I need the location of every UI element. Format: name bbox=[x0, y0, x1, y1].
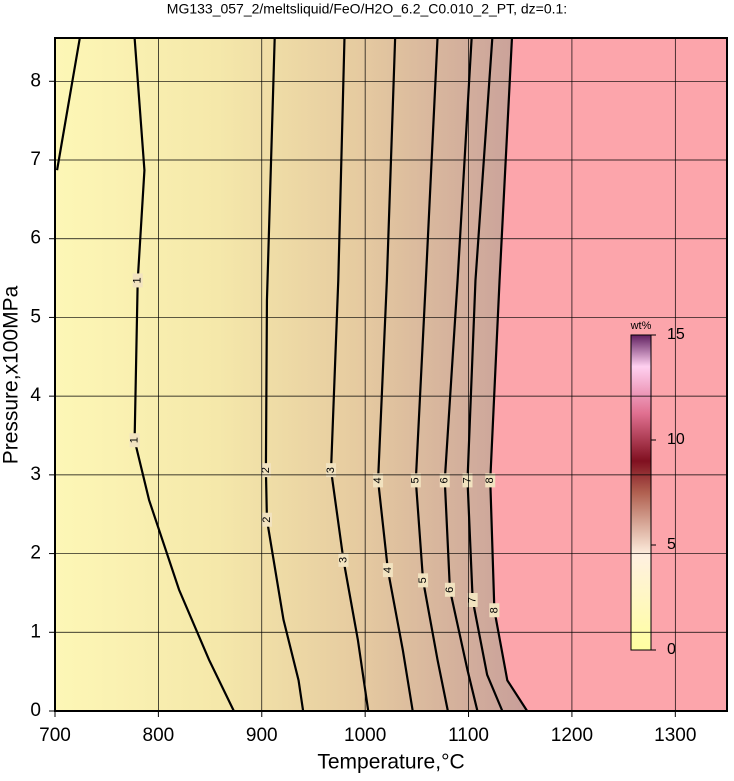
contour-label: 7 bbox=[461, 477, 473, 483]
contour-label-bg bbox=[129, 433, 140, 448]
x-tick-label: 1300 bbox=[654, 725, 696, 746]
contour-label-bg bbox=[418, 573, 429, 588]
contour-label: 1 bbox=[129, 437, 141, 443]
contour-label-bg bbox=[261, 512, 272, 527]
colorbar-tick-label: 15 bbox=[667, 326, 685, 343]
contour-label: 7 bbox=[467, 597, 479, 603]
contour-label: 1 bbox=[132, 277, 144, 283]
y-tick-label: 6 bbox=[30, 228, 41, 249]
contour-label: 3 bbox=[325, 467, 337, 473]
y-axis-label: Pressure,x100MPa bbox=[0, 285, 23, 464]
y-tick-label: 3 bbox=[30, 464, 41, 485]
x-tick-label: 1200 bbox=[551, 725, 593, 746]
y-tick-label: 5 bbox=[30, 306, 41, 327]
contour-label: 4 bbox=[372, 477, 384, 483]
contour-line bbox=[443, 37, 479, 712]
y-tick-label: 1 bbox=[30, 621, 41, 642]
colorbar-tick-label: 10 bbox=[667, 431, 685, 448]
contour-label-bg bbox=[373, 473, 384, 488]
contour-label-bg bbox=[485, 473, 496, 488]
colorbar-label: wt% bbox=[630, 320, 652, 332]
x-tick-label: 800 bbox=[143, 725, 175, 746]
contour-label: 5 bbox=[417, 577, 429, 583]
contour-label: 3 bbox=[337, 557, 349, 563]
contour-label: 8 bbox=[488, 607, 500, 613]
contour-label-bg bbox=[338, 552, 349, 567]
contour-label: 6 bbox=[444, 587, 456, 593]
x-tick-label: 1100 bbox=[448, 725, 489, 746]
contour-line bbox=[489, 37, 529, 712]
contour-label-bg bbox=[462, 473, 473, 488]
contour-label: 8 bbox=[484, 477, 496, 483]
colorbar bbox=[630, 334, 652, 651]
y-tick-label: 4 bbox=[30, 385, 41, 406]
contour-label-bg bbox=[382, 563, 393, 578]
colorbar-tick-label: 0 bbox=[667, 641, 676, 658]
x-tick-label: 700 bbox=[39, 725, 71, 746]
chart-title: MG133_057_2/meltsliquid/FeO/H2O_6.2_C0.0… bbox=[167, 1, 567, 17]
contour-line bbox=[55, 37, 81, 171]
y-tick-label: 2 bbox=[30, 543, 41, 564]
contour-line bbox=[329, 37, 370, 712]
contour-label: 2 bbox=[260, 467, 272, 473]
contour-line bbox=[376, 37, 414, 712]
contour-label-bg bbox=[467, 593, 478, 608]
contour-label: 5 bbox=[410, 477, 422, 483]
contour-line bbox=[466, 37, 504, 712]
contour-label-bg bbox=[439, 473, 450, 488]
y-tick-label: 8 bbox=[30, 70, 41, 91]
contour-label-bg bbox=[326, 463, 337, 478]
contour-label: 6 bbox=[439, 477, 451, 483]
x-tick-label: 1000 bbox=[344, 725, 386, 746]
contour-label-bg bbox=[410, 473, 421, 488]
y-tick-label: 0 bbox=[30, 700, 41, 721]
contour-label-bg bbox=[444, 582, 455, 597]
contour-label-bg bbox=[132, 273, 143, 288]
contour-line bbox=[133, 37, 235, 712]
contour-label-bg bbox=[489, 603, 500, 618]
colorbar-tick-label: 5 bbox=[667, 536, 676, 553]
contour-label: 2 bbox=[261, 517, 273, 523]
contour-label-bg bbox=[260, 463, 271, 478]
contour-line bbox=[414, 37, 449, 712]
x-tick-label: 900 bbox=[246, 725, 278, 746]
y-tick-label: 7 bbox=[30, 149, 41, 170]
x-axis-label: Temperature,°C bbox=[317, 751, 464, 774]
saturated-region bbox=[490, 38, 727, 711]
contour-label: 4 bbox=[382, 567, 394, 573]
